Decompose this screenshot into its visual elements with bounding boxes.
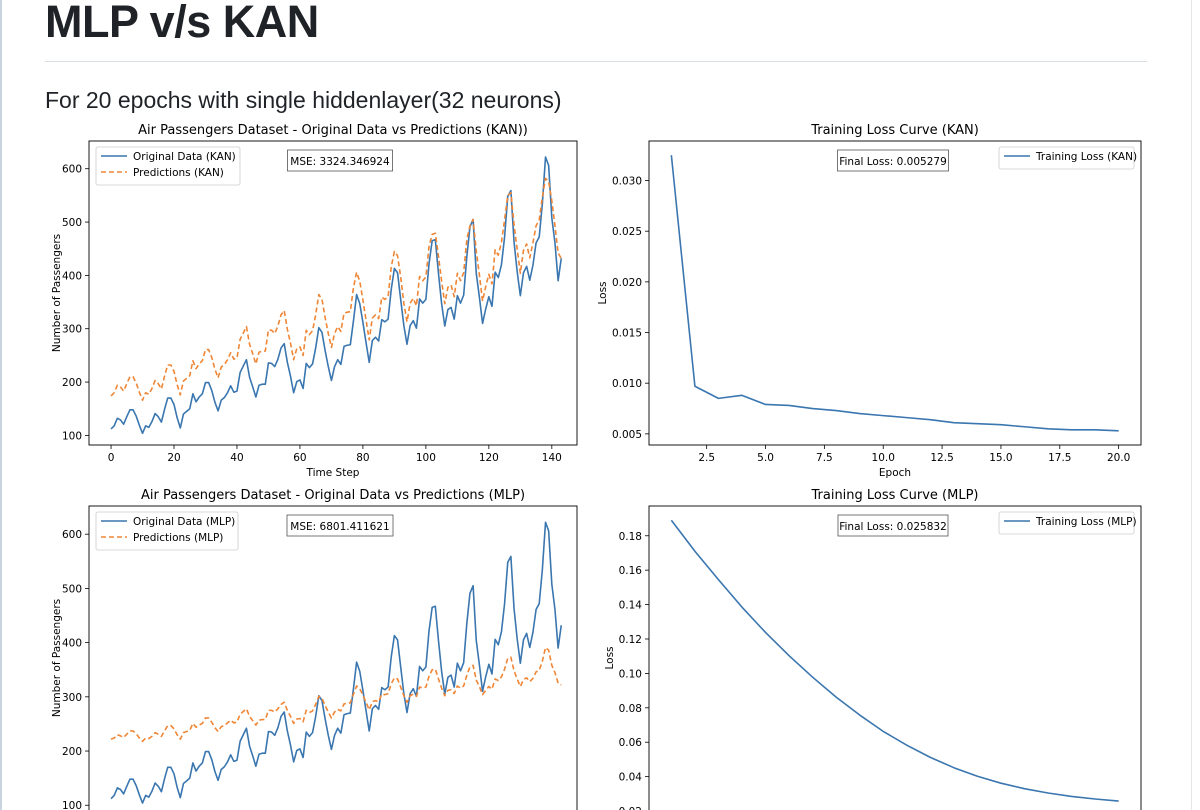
series-line — [110, 156, 563, 435]
series-line — [110, 646, 562, 743]
series-line — [110, 177, 562, 402]
y-tick-label: 0.02 — [619, 806, 642, 810]
legend-box — [95, 511, 239, 551]
chart-title: Air Passengers Dataset - Original Data v… — [141, 488, 525, 503]
legend-label: Original Data (MLP) — [133, 516, 235, 528]
chart-4: Training Loss Curve (MLP) 0.02 0.04 0.06 0.0… — [604, 488, 1142, 810]
y-tick-label: 0.14 — [619, 600, 643, 612]
y-tick-label: 0.010 — [612, 378, 642, 390]
annotation-text: MSE: 6801.411621 — [290, 521, 389, 533]
series-line — [110, 521, 563, 804]
annotation-box — [837, 149, 949, 172]
y-tick-label: 300 — [62, 692, 82, 704]
y-tick-label: 0.04 — [619, 772, 643, 784]
legend-box — [998, 511, 1135, 535]
y-tick-label: 300 — [62, 324, 82, 336]
x-tick-label: 0 — [108, 452, 115, 464]
x-tick-label: 15.0 — [989, 452, 1012, 464]
y-tick-label: 0.06 — [619, 737, 643, 749]
plot-frame — [88, 505, 578, 810]
y-tick-label: 0.020 — [612, 277, 642, 289]
chart-title: Training Loss Curve (MLP) — [810, 488, 978, 503]
y-tick-label: 0.08 — [619, 703, 642, 715]
legend-label: Training Loss (MLP) — [1035, 516, 1137, 528]
y-tick-label: 400 — [62, 638, 82, 650]
annotation-box — [287, 149, 393, 172]
annotation-box — [837, 514, 949, 537]
y-tick-label: 600 — [62, 164, 82, 176]
page-subtitle: For 20 epochs with single hiddenlayer(32… — [45, 87, 562, 113]
x-tick-label: 80 — [356, 452, 369, 464]
y-tick-label: 0.015 — [612, 328, 642, 340]
x-tick-label: 10.0 — [872, 452, 895, 464]
y-tick-label: 200 — [62, 746, 82, 758]
annotation-box — [286, 514, 394, 537]
legend-label: Predictions (KAN) — [133, 167, 224, 179]
plot-frame — [88, 140, 578, 446]
y-tick-label: 100 — [62, 800, 82, 810]
x-tick-label: 20 — [167, 452, 180, 464]
x-tick-label: 2.5 — [698, 452, 715, 464]
y-axis-label: Loss — [604, 646, 616, 669]
y-tick-label: 0.12 — [619, 634, 642, 646]
y-tick-label: 0.10 — [619, 668, 642, 680]
x-axis-label: Epoch — [879, 467, 911, 479]
y-tick-label: 400 — [62, 270, 82, 282]
annotation-text: Final Loss: 0.005279 — [839, 156, 947, 168]
legend-box — [95, 146, 241, 186]
y-tick-label: 0.025 — [612, 226, 642, 238]
chart-3: Air Passengers Dataset - Original Data v… — [51, 488, 578, 810]
y-tick-label: 200 — [62, 377, 82, 389]
y-tick-label: 100 — [62, 430, 82, 442]
legend-box — [998, 146, 1135, 170]
chart-title: Training Loss Curve (KAN) — [810, 123, 979, 138]
y-tick-label: 500 — [62, 583, 82, 595]
chart-2: Training Loss Curve (KAN) 2.5 5.0 7.5 10.0 12… — [597, 123, 1142, 479]
series-line — [670, 155, 1119, 432]
x-tick-label: 17.5 — [1048, 452, 1071, 464]
y-tick-label: 0.18 — [619, 531, 642, 543]
series-line — [670, 519, 1119, 802]
x-axis-label: Time Step — [306, 467, 360, 479]
plot-frame — [648, 505, 1142, 810]
x-tick-label: 60 — [293, 452, 306, 464]
legend-label: Training Loss (KAN) — [1035, 151, 1137, 163]
x-tick-label: 7.5 — [816, 452, 833, 464]
plot-frame — [648, 140, 1142, 446]
y-tick-label: 600 — [62, 529, 82, 541]
y-tick-label: 0.16 — [619, 565, 643, 577]
x-tick-label: 40 — [230, 452, 243, 464]
y-axis-label: Number of Passengers — [51, 599, 63, 717]
legend-label: Predictions (MLP) — [133, 532, 223, 544]
annotation-text: MSE: 3324.346924 — [290, 156, 390, 168]
chart-title: Air Passengers Dataset - Original Data v… — [138, 123, 528, 138]
page-title: MLP v/s KAN — [45, 0, 319, 47]
y-axis-label: Loss — [597, 281, 609, 304]
y-axis-label: Number of Passengers — [51, 234, 63, 352]
x-tick-label: 100 — [416, 452, 436, 464]
y-tick-label: 0.030 — [612, 176, 642, 188]
legend-label: Original Data (KAN) — [133, 151, 236, 163]
chart-1: Air Passengers Dataset - Original Data v… — [51, 123, 578, 479]
title-divider — [45, 61, 1147, 62]
annotation-text: Final Loss: 0.025832 — [839, 521, 947, 533]
x-tick-label: 140 — [542, 452, 562, 464]
x-tick-label: 120 — [479, 452, 499, 464]
x-tick-label: 5.0 — [757, 452, 774, 464]
y-tick-label: 0.005 — [612, 429, 642, 441]
y-tick-label: 500 — [62, 217, 82, 229]
x-tick-label: 12.5 — [930, 452, 953, 464]
x-tick-label: 20.0 — [1107, 452, 1130, 464]
